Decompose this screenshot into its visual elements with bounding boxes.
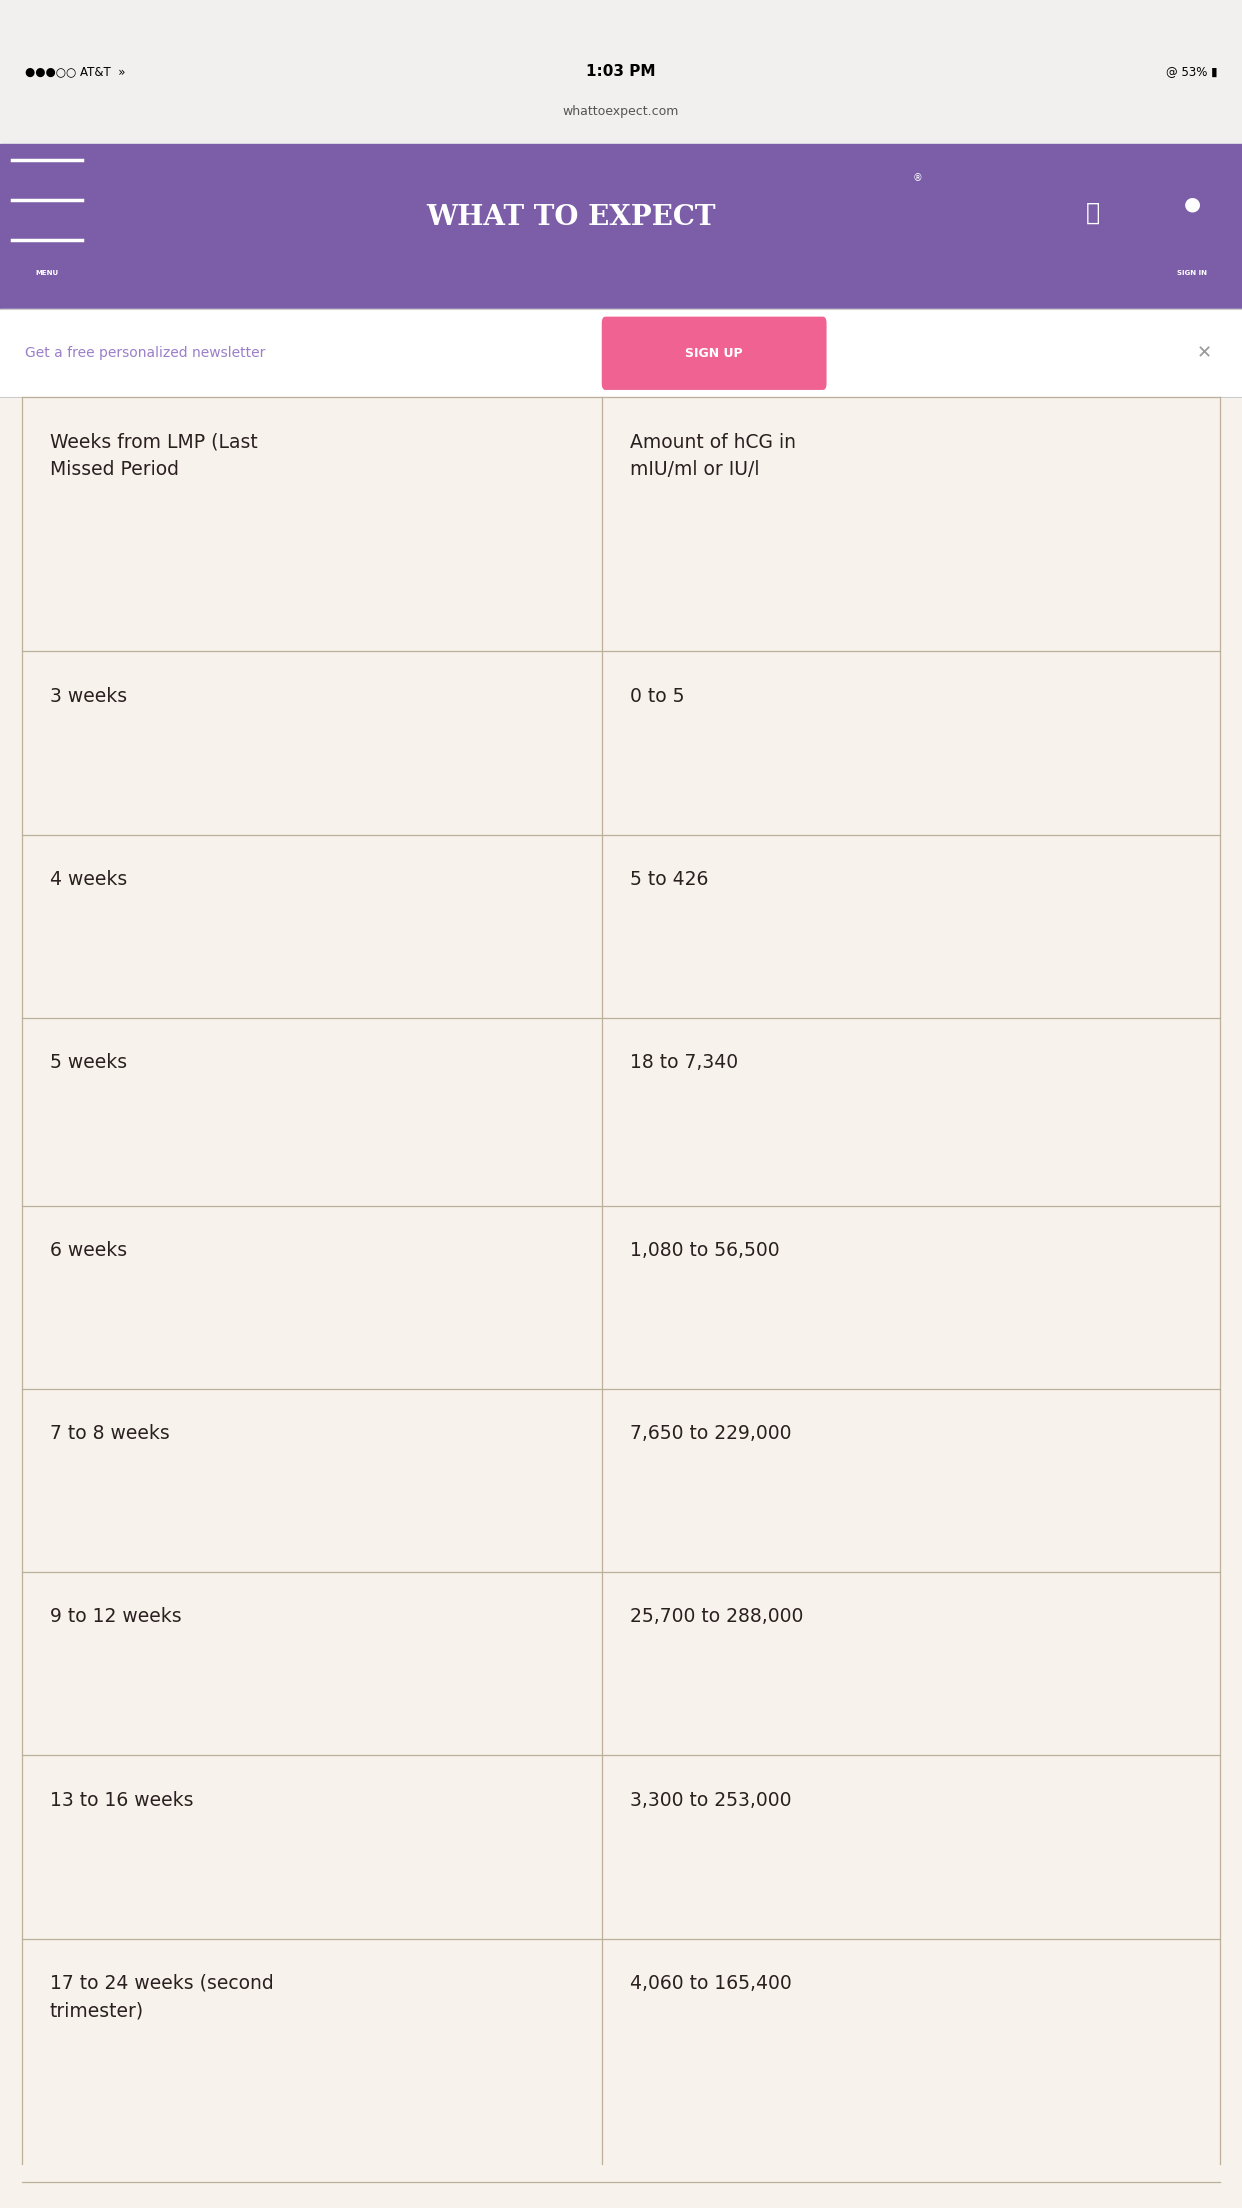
Text: 18 to 7,340: 18 to 7,340 bbox=[630, 1053, 738, 1073]
Text: 6 weeks: 6 weeks bbox=[50, 1241, 127, 1261]
Text: 1:03 PM: 1:03 PM bbox=[586, 64, 656, 79]
Text: Get a free personalized newsletter: Get a free personalized newsletter bbox=[25, 347, 266, 360]
Text: Amount of hCG in
mIU/ml or IU/l: Amount of hCG in mIU/ml or IU/l bbox=[630, 433, 796, 479]
Bar bbox=[0, 0, 1242, 144]
Bar bbox=[22, 835, 1220, 1018]
Text: SIGN UP: SIGN UP bbox=[686, 347, 743, 360]
Bar bbox=[22, 1389, 1220, 1572]
Text: WHAT TO EXPECT: WHAT TO EXPECT bbox=[426, 203, 717, 232]
Bar bbox=[22, 2182, 1220, 2208]
Text: ●: ● bbox=[1184, 194, 1201, 214]
Text: 4,060 to 165,400: 4,060 to 165,400 bbox=[630, 1974, 791, 1994]
Bar bbox=[0, 309, 1242, 397]
Text: Weeks from LMP (Last
Missed Period: Weeks from LMP (Last Missed Period bbox=[50, 433, 257, 479]
Text: 1,080 to 56,500: 1,080 to 56,500 bbox=[630, 1241, 779, 1261]
Text: whattoexpect.com: whattoexpect.com bbox=[563, 106, 679, 119]
Text: 3 weeks: 3 weeks bbox=[50, 687, 127, 707]
Text: 0 to 5: 0 to 5 bbox=[630, 687, 684, 707]
Text: 25,700 to 288,000: 25,700 to 288,000 bbox=[630, 1607, 804, 1627]
Text: 17 to 24 weeks (second
trimester): 17 to 24 weeks (second trimester) bbox=[50, 1974, 273, 2020]
Text: ⌕: ⌕ bbox=[1086, 201, 1100, 225]
Text: 5 weeks: 5 weeks bbox=[50, 1053, 127, 1073]
FancyBboxPatch shape bbox=[601, 316, 827, 391]
Bar bbox=[22, 651, 1220, 835]
Text: MENU: MENU bbox=[36, 269, 58, 276]
Text: 7,650 to 229,000: 7,650 to 229,000 bbox=[630, 1424, 791, 1444]
Bar bbox=[22, 1939, 1220, 2182]
Text: 3,300 to 253,000: 3,300 to 253,000 bbox=[630, 1791, 791, 1811]
Text: 13 to 16 weeks: 13 to 16 weeks bbox=[50, 1791, 194, 1811]
Bar bbox=[22, 1018, 1220, 1206]
Text: 7 to 8 weeks: 7 to 8 weeks bbox=[50, 1424, 169, 1444]
Text: @ 53% ▮: @ 53% ▮ bbox=[1165, 66, 1217, 77]
Bar bbox=[0, 144, 1242, 309]
Text: SIGN IN: SIGN IN bbox=[1177, 269, 1207, 276]
Bar bbox=[22, 1755, 1220, 1939]
Text: ●●●○○ AT&T  »: ●●●○○ AT&T » bbox=[25, 66, 125, 77]
Text: 4 weeks: 4 weeks bbox=[50, 870, 127, 890]
Bar bbox=[0, 397, 1242, 2208]
Text: ✕: ✕ bbox=[1197, 344, 1212, 362]
Bar bbox=[22, 1206, 1220, 1389]
Text: 5 to 426: 5 to 426 bbox=[630, 870, 708, 890]
Bar bbox=[22, 1572, 1220, 1755]
Text: ®: ® bbox=[913, 172, 923, 183]
Text: 9 to 12 weeks: 9 to 12 weeks bbox=[50, 1607, 181, 1627]
